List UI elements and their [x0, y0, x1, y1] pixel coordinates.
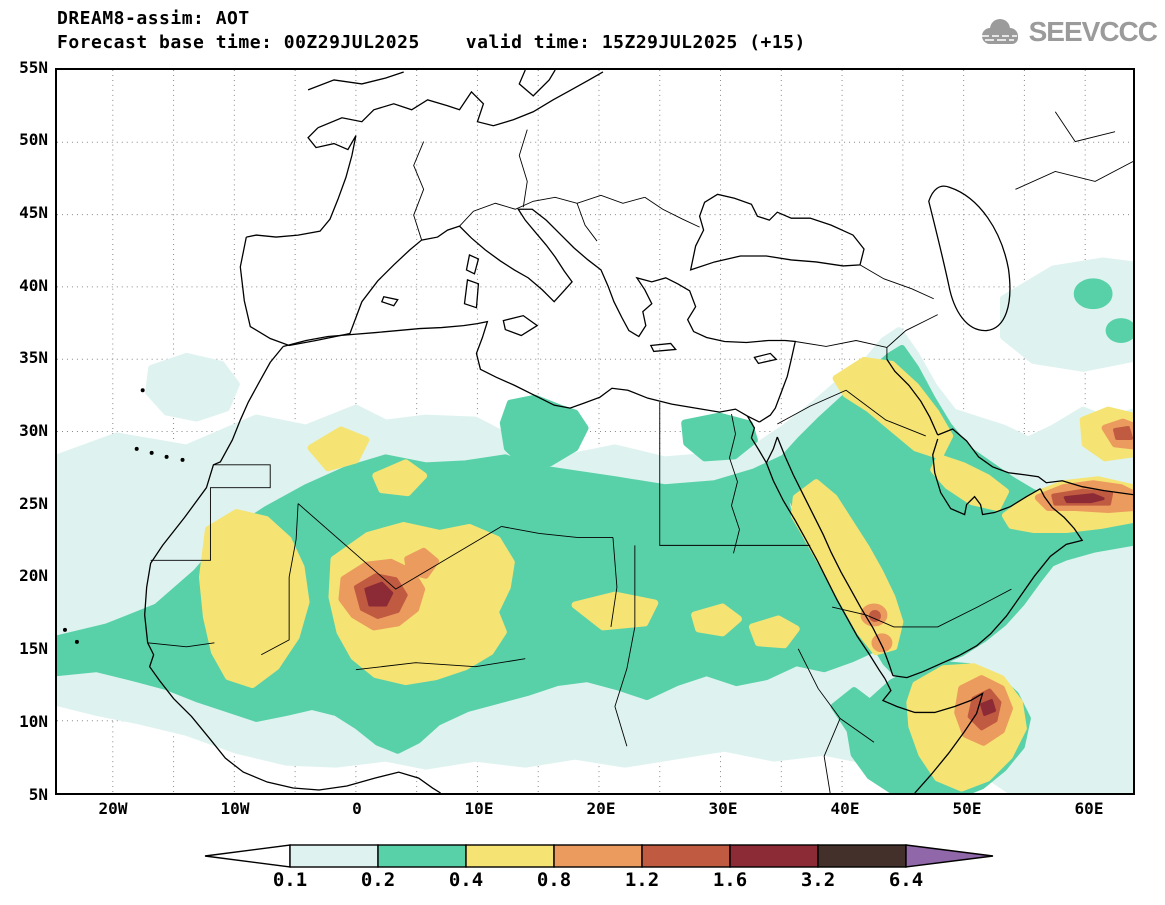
colorbar-seg-1.2-1.6 [641, 844, 731, 868]
lat-tick-50N: 50N [19, 130, 48, 149]
lon-tick-20W: 20W [98, 799, 128, 818]
lon-tick-10W: 10W [220, 799, 250, 818]
colorbar-seg-3.2-6.4 [817, 844, 907, 868]
country-borders [147, 111, 1133, 793]
lat-tick-15N: 15N [19, 639, 48, 658]
colorbar-legend [203, 843, 995, 873]
lon-tick-0: 0 [352, 799, 362, 818]
lon-tick-30E: 30E [708, 799, 738, 818]
colorbar-label-0.2: 0.2 [360, 869, 396, 891]
colorbar-label-6.4: 6.4 [888, 869, 924, 891]
aot-map-svg [57, 70, 1133, 793]
colorbar-seg-0.4-0.8 [465, 844, 555, 868]
lon-tick-60E: 60E [1074, 799, 1104, 818]
colorbar-label-0.1: 0.1 [272, 869, 308, 891]
lat-tick-45N: 45N [19, 203, 48, 222]
colorbar-below-arrow [204, 844, 291, 868]
colorbar-label-3.2: 3.2 [800, 869, 836, 891]
lat-tick-55N: 55N [19, 58, 48, 77]
colorbar-seg-0.2-0.4 [377, 844, 467, 868]
lon-tick-50E: 50E [952, 799, 982, 818]
valid-time: valid time: 15Z29JUL2025 (+15) [465, 32, 806, 53]
lat-tick-35N: 35N [19, 348, 48, 367]
cloud-icon [981, 19, 1018, 44]
seevccc-logo: SEEVCCC [976, 16, 1158, 48]
lon-tick-40E: 40E [830, 799, 860, 818]
map-area [55, 68, 1135, 795]
colorbar-svg [204, 844, 994, 868]
lat-tick-10N: 10N [19, 712, 48, 731]
colorbar-seg-0.8-1.2 [553, 844, 643, 868]
lon-tick-10E: 10E [464, 799, 494, 818]
lat-tick-5N: 5N [28, 785, 48, 804]
chart-title: DREAM8-assim: AOT [57, 8, 250, 29]
seevccc-logo-text: SEEVCCC [1028, 16, 1158, 47]
lat-tick-30N: 30N [19, 421, 48, 440]
forecast-base-time: Forecast base time: 00Z29JUL2025 [57, 32, 420, 53]
colorbar-label-0.8: 0.8 [536, 869, 572, 891]
lat-tick-40N: 40N [19, 276, 48, 295]
colorbar-label-1.2: 1.2 [624, 869, 660, 891]
lat-tick-25N: 25N [19, 494, 48, 513]
lat-tick-20N: 20N [19, 566, 48, 585]
colorbar-label-1.6: 1.6 [712, 869, 748, 891]
coastlines [62, 70, 1133, 793]
chart-subtitle: Forecast base time: 00Z29JUL2025 valid ti… [57, 32, 806, 53]
aot-fill-level-1.6 [364, 493, 1105, 716]
colorbar-label-0.4: 0.4 [448, 869, 484, 891]
colorbar-above-arrow [905, 844, 994, 868]
colorbar-seg-0.1-0.2 [289, 844, 379, 868]
lon-tick-20E: 20E [586, 799, 616, 818]
colorbar-seg-1.6-3.2 [729, 844, 819, 868]
